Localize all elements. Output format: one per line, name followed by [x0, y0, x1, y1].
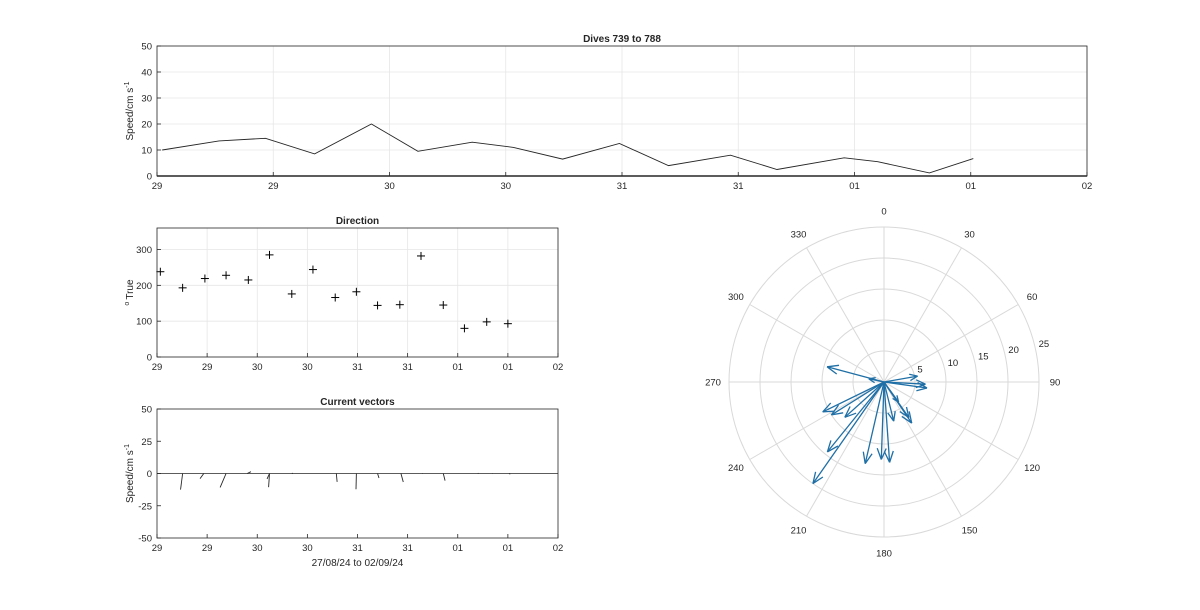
polar-angle-label: 120 — [1024, 463, 1040, 474]
polar-radius-label: 25 — [1039, 339, 1050, 350]
speed-xtick-label: 02 — [1082, 181, 1093, 192]
polar-angle-label: 30 — [964, 229, 975, 240]
direction-ytick-label: 200 — [136, 281, 152, 292]
vectors-ytick-label: -50 — [138, 534, 152, 545]
vectors-ylabel-exponent: -1 — [124, 444, 131, 450]
vectors-xtick-label: 31 — [352, 543, 363, 554]
direction-xtick-label: 02 — [553, 362, 564, 373]
speed-ytick-label: 20 — [141, 120, 152, 131]
direction-ytick-label: 300 — [136, 245, 152, 256]
speed-ytick-label: 30 — [141, 94, 152, 105]
speed-xtick-label: 29 — [152, 181, 163, 192]
direction-ylabel-text: True — [125, 279, 136, 300]
polar-radius-label: 20 — [1008, 345, 1019, 356]
direction-xtick-label: 31 — [352, 362, 363, 373]
direction-xtick-label: 29 — [202, 362, 213, 373]
vectors-xtick-label: 29 — [152, 543, 163, 554]
vectors-ytick-label: 0 — [147, 469, 152, 480]
vectors-title: Current vectors — [320, 397, 395, 408]
direction-xtick-label: 31 — [402, 362, 413, 373]
speed-ylabel: Speed/cm s-1 — [124, 81, 136, 140]
polar-angle-label: 60 — [1027, 292, 1038, 303]
polar-angle-label: 210 — [791, 526, 807, 537]
vectors-ylabel: Speed/cm s-1 — [124, 444, 136, 503]
speed-ylabel-text: Speed/cm s — [125, 88, 136, 141]
speed-ylabel-exponent: -1 — [124, 81, 131, 87]
polar-radius-label: 15 — [978, 352, 989, 363]
polar-angle-label: 330 — [791, 229, 807, 240]
polar-angle-label: 270 — [705, 378, 721, 389]
direction-xtick-label: 30 — [302, 362, 313, 373]
direction-ylabel-prefix: o — [124, 302, 131, 306]
polar-angle-label: 90 — [1050, 378, 1061, 389]
speed-ytick-label: 40 — [141, 68, 152, 79]
speed-xtick-label: 01 — [965, 181, 976, 192]
speed-xtick-label: 31 — [617, 181, 628, 192]
speed-ytick-label: 50 — [141, 42, 152, 53]
vectors-ytick-label: 25 — [141, 437, 152, 448]
direction-xtick-label: 01 — [452, 362, 463, 373]
vectors-xtick-label: 29 — [202, 543, 213, 554]
speed-xtick-label: 01 — [849, 181, 860, 192]
speed-xtick-label: 30 — [500, 181, 511, 192]
vectors-xtick-label: 31 — [402, 543, 413, 554]
polar-arrow-head — [823, 411, 835, 412]
speed-xtick-label: 29 — [268, 181, 279, 192]
polar-angle-label: 240 — [728, 463, 744, 474]
speed-ytick-label: 10 — [141, 146, 152, 157]
speed-title: Dives 739 to 788 — [583, 34, 661, 45]
speed-ytick-label: 0 — [147, 172, 152, 183]
vectors-xtick-label: 01 — [452, 543, 463, 554]
polar-angle-label: 180 — [876, 549, 892, 560]
direction-ytick-label: 0 — [147, 353, 152, 364]
direction-ytick-label: 100 — [136, 317, 152, 328]
direction-xtick-label: 30 — [252, 362, 263, 373]
direction-title: Direction — [336, 216, 379, 227]
polar-angle-label: 150 — [962, 526, 978, 537]
vectors-xtick-label: 01 — [503, 543, 514, 554]
vectors-ytick-label: 50 — [141, 405, 152, 416]
vectors-xtick-label: 02 — [553, 543, 564, 554]
vectors-xlabel: 27/08/24 to 02/09/24 — [312, 558, 404, 569]
polar-radius-label: 10 — [948, 358, 959, 369]
polar-radius-label: 5 — [917, 365, 922, 376]
polar-angle-label: 0 — [881, 207, 886, 218]
vectors-xtick-label: 30 — [302, 543, 313, 554]
polar-angle-label: 300 — [728, 292, 744, 303]
vector-stick — [509, 474, 510, 475]
direction-xtick-label: 29 — [152, 362, 163, 373]
vectors-ytick-label: -25 — [138, 501, 152, 512]
vectors-ylabel-text: Speed/cm s — [125, 450, 136, 503]
speed-xtick-label: 30 — [384, 181, 395, 192]
direction-xtick-label: 01 — [503, 362, 514, 373]
speed-xtick-label: 31 — [733, 181, 744, 192]
vectors-xtick-label: 30 — [252, 543, 263, 554]
